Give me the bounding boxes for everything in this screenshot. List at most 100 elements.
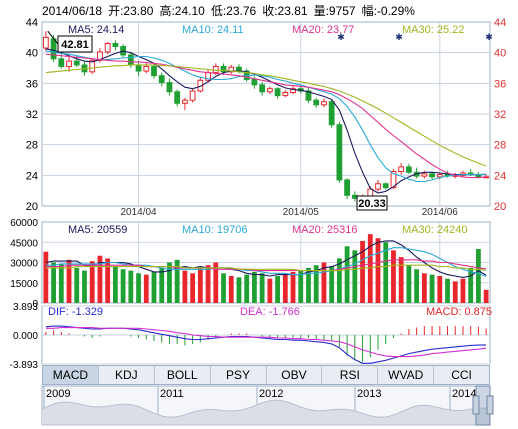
event-marker-icon: ✱: [395, 32, 403, 42]
candle-body: [151, 65, 157, 77]
tab-macd[interactable]: MACD: [43, 366, 99, 384]
timeline-sparkline: [41, 399, 491, 426]
volume-bar: [112, 266, 118, 303]
volume-bar: [483, 289, 489, 303]
macd-legend: MACD: 0.875: [426, 306, 492, 318]
volume-bar: [182, 270, 188, 303]
candle-body: [158, 75, 165, 84]
timeline-year-label: 2011: [160, 388, 184, 400]
candle-body: [336, 124, 343, 181]
volume-tick: 60000: [10, 218, 38, 229]
candle-body: [290, 88, 296, 94]
candle-body: [328, 101, 335, 126]
candle-body: [197, 79, 204, 92]
volume-tick: 45000: [10, 238, 38, 249]
quote-low: 低:23.76: [210, 4, 257, 18]
volume-bar: [267, 278, 273, 303]
timeline-right-handle[interactable]: [486, 395, 494, 415]
volume-ma-legend: MA20: 25316: [292, 224, 357, 236]
price-tick-right: 32: [494, 109, 506, 121]
tab-obv[interactable]: OBV: [267, 366, 323, 384]
macd-legend: DIF: -1.329: [48, 306, 103, 318]
volume-bar: [367, 234, 373, 303]
volume-bar: [313, 265, 319, 303]
volume-bar: [383, 242, 389, 303]
timeline-year-label: 2012: [259, 388, 283, 400]
tab-rsi[interactable]: RSI: [322, 366, 379, 384]
price-ma-legend: MA5: 24.14: [68, 24, 124, 36]
candle-body: [436, 174, 443, 178]
volume-bar: [282, 274, 288, 303]
quote-open: 开:23.80: [108, 4, 154, 18]
candle-body: [73, 60, 80, 66]
candle-body: [189, 90, 196, 101]
low-callout-label: 20.33: [358, 198, 386, 210]
macd-tick: 3.893: [13, 302, 38, 313]
volume-bar: [375, 238, 381, 303]
volume-bar: [406, 265, 412, 303]
volume-tick: 0: [32, 299, 38, 310]
event-marker-icon: ✱: [337, 32, 345, 42]
candle-body: [112, 42, 119, 48]
candle-body: [220, 65, 227, 73]
tab-boll[interactable]: BOLL: [155, 366, 211, 384]
price-tick-left: 28: [26, 140, 38, 152]
candle-body: [429, 173, 435, 178]
candle-body: [166, 82, 173, 93]
date-tick: 2014/05: [283, 207, 320, 218]
volume-bar: [167, 262, 172, 303]
candle-body: [97, 51, 103, 61]
volume-bar: [298, 270, 304, 303]
candle-body: [259, 84, 266, 93]
volume-ma20-line: [45, 259, 487, 272]
high-callout-leader: [47, 30, 59, 45]
candle-body: [89, 59, 96, 73]
candle-body: [251, 79, 258, 86]
price-tick-left: 20: [26, 201, 38, 213]
quote-date: 2014/06/18: [42, 4, 103, 18]
volume-tick: 30000: [10, 259, 38, 270]
volume-bar: [228, 276, 234, 303]
tab-wvad[interactable]: WVAD: [378, 366, 435, 384]
candle-body: [42, 36, 49, 49]
timeline-left-handle[interactable]: [472, 395, 480, 415]
quote-change: 幅:-0.29%: [361, 4, 415, 18]
tab-psy[interactable]: PSY: [211, 366, 267, 384]
volume-bar: [290, 271, 296, 303]
candle-body: [127, 54, 134, 66]
candle-body: [135, 64, 142, 72]
ma10-line: [45, 50, 487, 183]
volume-bar: [74, 267, 80, 303]
date-tick: 2014/04: [120, 207, 157, 218]
volume-bar: [452, 281, 458, 303]
candle-body: [66, 60, 72, 67]
candle-body: [282, 92, 289, 97]
volume-bar: [58, 263, 64, 303]
volume-bar: [82, 270, 87, 303]
macd-tick: 0.000: [13, 331, 38, 342]
tab-cci[interactable]: CCI: [451, 368, 472, 382]
volume-ma5-line: [45, 240, 487, 278]
volume-ma30-line: [45, 264, 487, 272]
volume-bar: [476, 249, 481, 303]
candle-body: [228, 66, 235, 73]
volume-bar: [398, 257, 404, 303]
price-tick-left: 24: [26, 170, 38, 182]
volume-bar: [414, 269, 420, 303]
price-ma-legend: MA20: 23.77: [292, 24, 354, 36]
candle-body: [50, 38, 57, 60]
candle-body: [382, 183, 389, 189]
event-marker-icon: ✱: [485, 32, 493, 42]
quote-close: 收:23.81: [262, 4, 308, 18]
price-tick-left: 36: [26, 78, 38, 90]
volume-bar: [275, 276, 280, 303]
price-tick-right: 20: [494, 201, 506, 213]
date-tick: 2014/06: [422, 207, 459, 218]
price-tick-left: 40: [26, 48, 38, 60]
volume-bar: [151, 271, 157, 303]
candle-body: [274, 88, 281, 97]
tab-kdj[interactable]: KDJ: [99, 366, 155, 384]
ma20-line: [45, 53, 487, 179]
volume-bar: [321, 262, 327, 303]
